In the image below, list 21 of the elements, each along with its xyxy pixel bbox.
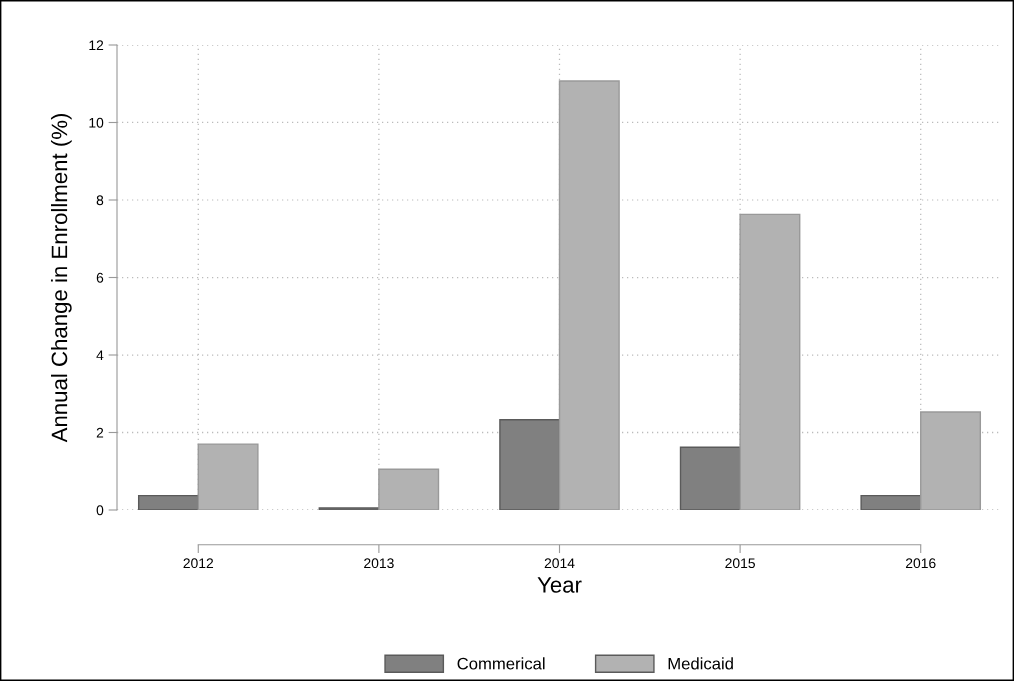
y-axis-title: Annual Change in Enrollment (%)	[50, 113, 72, 443]
x-tick-label: 2013	[364, 558, 394, 569]
x-tick-label: 2014	[544, 558, 575, 569]
bar	[679, 446, 741, 510]
y-tick-label: 4	[96, 350, 104, 361]
legend-label: Commerical	[457, 657, 545, 670]
bar	[499, 419, 561, 510]
y-tick-label: 10	[89, 117, 104, 128]
x-tick-label: 2015	[725, 558, 755, 569]
y-tick-label: 8	[96, 195, 104, 206]
bar	[137, 494, 199, 510]
y-tick-label: 6	[96, 272, 104, 283]
x-tick-label: 2016	[905, 558, 936, 569]
bar	[860, 494, 922, 510]
x-axis-title: Year	[537, 577, 582, 593]
y-tick-label: 12	[89, 40, 104, 51]
y-tick-label: 0	[96, 505, 104, 516]
y-tick-label: 2	[96, 427, 104, 438]
x-tick-label: 2012	[183, 558, 214, 569]
bar	[378, 468, 440, 510]
legend-label: Medicaid	[668, 657, 733, 670]
